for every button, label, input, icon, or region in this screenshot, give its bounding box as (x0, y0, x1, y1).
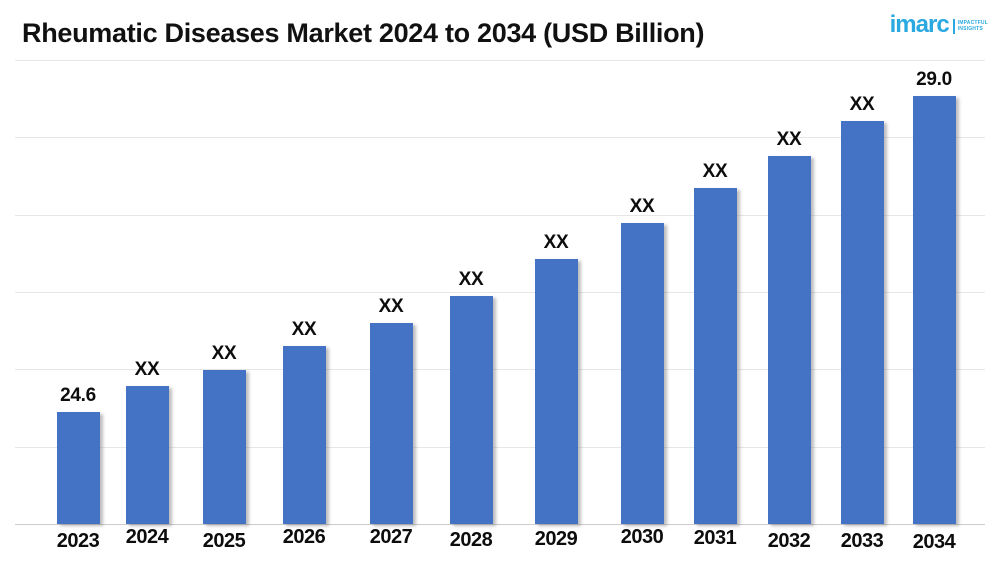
bar-2024 (125, 386, 169, 524)
plot-area: 24.6 2023 XX 2024 XX 2025 XX 2026 XX 2027 XX 2028 XX… (15, 60, 985, 553)
bar-2025 (202, 370, 246, 524)
x-axis-label-2026: 2026 (282, 526, 326, 548)
bar-2033 (840, 121, 884, 524)
bar-2023 (56, 412, 100, 524)
bar-value-label-2025: XX (211, 343, 237, 364)
bar-value-label-2029: XX (543, 232, 569, 253)
imarc-logo: imarc IMPACTFUL INSIGHTS (890, 13, 988, 37)
bar-2027 (369, 323, 413, 524)
bar-2030 (620, 223, 664, 524)
bar-value-label-2026: XX (291, 319, 317, 340)
gridline (15, 214, 985, 216)
bar-value-label-2028: XX (458, 269, 484, 290)
bar-2026 (282, 346, 326, 524)
gridline (15, 292, 985, 293)
bar-value-label-2024: XX (134, 359, 160, 380)
gridline (15, 60, 985, 61)
gridline (15, 137, 985, 139)
x-axis-label-2027: 2027 (369, 526, 413, 548)
x-axis-label-2025: 2025 (202, 530, 246, 552)
bar-value-label-2023: 24.6 (60, 385, 96, 406)
chart-title: Rheumatic Diseases Market 2024 to 2034 (… (22, 18, 705, 48)
logo-tagline: IMPACTFUL INSIGHTS (958, 20, 988, 32)
bar-value-label-2030: XX (629, 196, 655, 217)
x-axis-label-2033: 2033 (840, 530, 884, 552)
logo-divider-bar (952, 19, 955, 34)
bar-value-label-2027: XX (378, 296, 404, 317)
bar-2031 (693, 188, 737, 524)
bar-2032 (767, 156, 811, 524)
logo-tagline-line2: INSIGHTS (957, 26, 983, 32)
bar-value-label-2031: XX (702, 161, 728, 182)
x-axis-label-2024: 2024 (125, 526, 169, 548)
x-axis-label-2032: 2032 (767, 530, 811, 552)
x-axis-label-2023: 2023 (56, 530, 100, 552)
gridline (15, 446, 985, 448)
logo-tagline-line1: IMPACTFUL (957, 20, 988, 26)
x-axis-label-2029: 2029 (534, 528, 578, 550)
x-axis-label-2034: 2034 (912, 531, 956, 553)
gridline (15, 369, 985, 371)
bar-2034 (912, 96, 956, 524)
bar-2029 (534, 259, 578, 524)
bar-2028 (449, 296, 493, 524)
x-axis-line (15, 524, 985, 525)
bar-value-label-2034: 29.0 (916, 69, 952, 90)
x-axis-label-2031: 2031 (693, 527, 737, 549)
bar-value-label-2033: XX (849, 94, 875, 115)
x-axis-label-2028: 2028 (449, 529, 493, 551)
x-axis-label-2030: 2030 (620, 526, 664, 548)
bar-value-label-2032: XX (776, 129, 802, 150)
imarc-logo-text: imarc (889, 11, 950, 38)
